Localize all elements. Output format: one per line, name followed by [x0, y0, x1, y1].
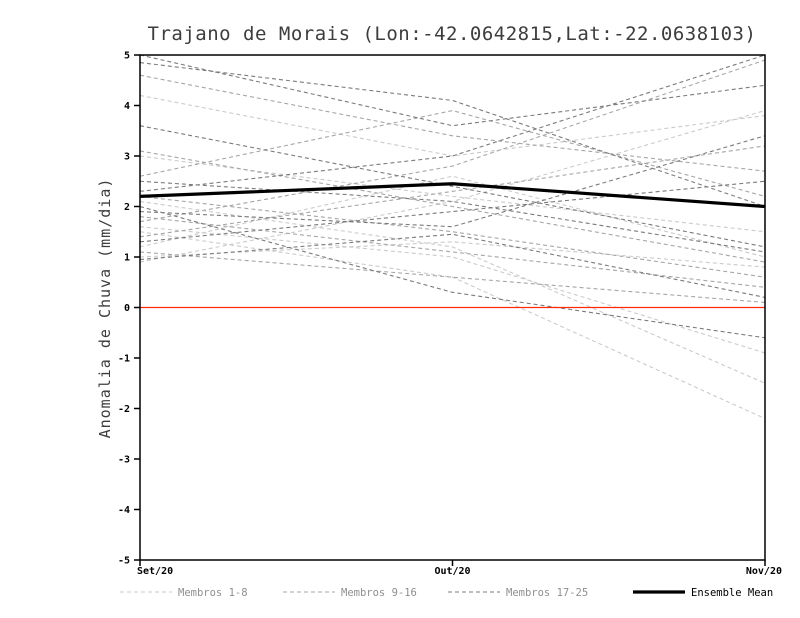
member-line-g1-1 [139, 241, 766, 268]
member-line-g2-1 [139, 195, 766, 278]
legend: Membros 1-8 Membros 9-16 Membros 17-25 Ense… [120, 587, 773, 599]
legend-item: Ensemble Mean [633, 587, 773, 599]
plot-area: -5 -4 -3 -2 -1 0 1 2 3 4 5 Set/20 Out/20 Nov/20 [118, 51, 782, 578]
legend-item: Membros 1-8 [120, 587, 248, 599]
legend-label: Ensemble Mean [691, 587, 773, 599]
legend-label: Membros 9-16 [341, 587, 417, 599]
legend-item: Membros 9-16 [283, 587, 417, 599]
legend-item: Membros 17-25 [448, 587, 588, 599]
member-line-g2-2 [139, 145, 766, 238]
y-axis-label: Anomalia de Chuva (mm/dia) [96, 178, 114, 439]
member-line-g3-8 [139, 233, 766, 298]
y-tick-label: 3 [124, 152, 130, 163]
member-line-g1-3 [139, 200, 766, 384]
x-tick-label: Set/20 [137, 566, 173, 577]
ensemble-mean-line [139, 182, 766, 209]
x-tick-label: Nov/20 [746, 566, 782, 577]
y-tick-label: -5 [118, 556, 130, 567]
y-tick-label: -2 [118, 404, 130, 415]
legend-label: Membros 17-25 [506, 587, 588, 599]
y-tick-label: 2 [124, 202, 130, 213]
member-line-g1-8 [139, 94, 766, 157]
x-tick-label: Out/20 [434, 566, 470, 577]
y-tick-label: 5 [124, 51, 130, 62]
member-line-g3-1 [139, 62, 766, 208]
y-tick-label: 4 [124, 101, 130, 112]
y-tick-label: 1 [124, 253, 130, 264]
y-tick-label: -3 [118, 455, 130, 466]
member-line-g2-8 [139, 59, 766, 223]
y-tick-label: -1 [118, 354, 130, 365]
member-line-g2-5 [139, 109, 766, 197]
member-line-g2-3 [139, 150, 766, 263]
chart-title: Trajano de Morais (Lon:-42.0642815,Lat:-… [148, 23, 757, 45]
member-line-g3-7 [139, 54, 766, 127]
member-line-g3-3 [139, 125, 766, 248]
member-line-g3-2 [139, 54, 766, 192]
legend-label: Membros 1-8 [178, 587, 248, 599]
member-line-g1-7 [139, 175, 766, 258]
member-line-g2-7 [139, 74, 766, 172]
y-tick-label: -4 [118, 505, 130, 516]
y-tick-label: 0 [124, 303, 130, 314]
member-line-g1-4 [139, 110, 766, 263]
member-line-g1-2 [139, 231, 766, 420]
member-line-g3-5 [139, 205, 766, 339]
